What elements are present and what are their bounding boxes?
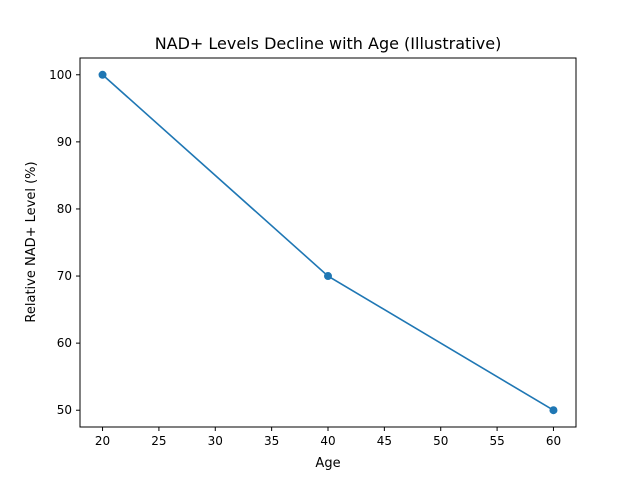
x-axis-label: Age	[315, 456, 340, 471]
y-tick-label: 50	[57, 403, 72, 417]
y-axis-label: Relative NAD+ Level (%)	[24, 161, 39, 322]
data-point	[98, 70, 107, 79]
x-tick-label: 20	[95, 434, 110, 448]
x-tick-label: 45	[377, 434, 392, 448]
plot-area: 20 25 30 35 40 45 50 55 60 50 60 70 80 90 100	[49, 57, 577, 448]
x-tick-label: 35	[264, 434, 279, 448]
plot-frame	[79, 57, 577, 428]
data-point	[324, 272, 332, 281]
y-tick-label: 60	[57, 336, 72, 350]
x-tick-label: 60	[546, 434, 561, 448]
series-line	[102, 74, 554, 411]
y-tick-label: 90	[57, 135, 72, 149]
x-tick-label: 55	[489, 434, 504, 448]
y-tick-label: 80	[57, 202, 72, 216]
chart-title: NAD+ Levels Decline with Age (Illustrati…	[155, 34, 502, 53]
data-point	[549, 406, 558, 415]
x-tick-label: 30	[208, 434, 223, 448]
y-tick-label: 100	[49, 68, 72, 82]
x-tick-label: 25	[151, 434, 166, 448]
x-tick-label: 40	[320, 434, 335, 448]
x-tick-label: 50	[433, 434, 448, 448]
y-tick-label: 70	[57, 269, 72, 283]
